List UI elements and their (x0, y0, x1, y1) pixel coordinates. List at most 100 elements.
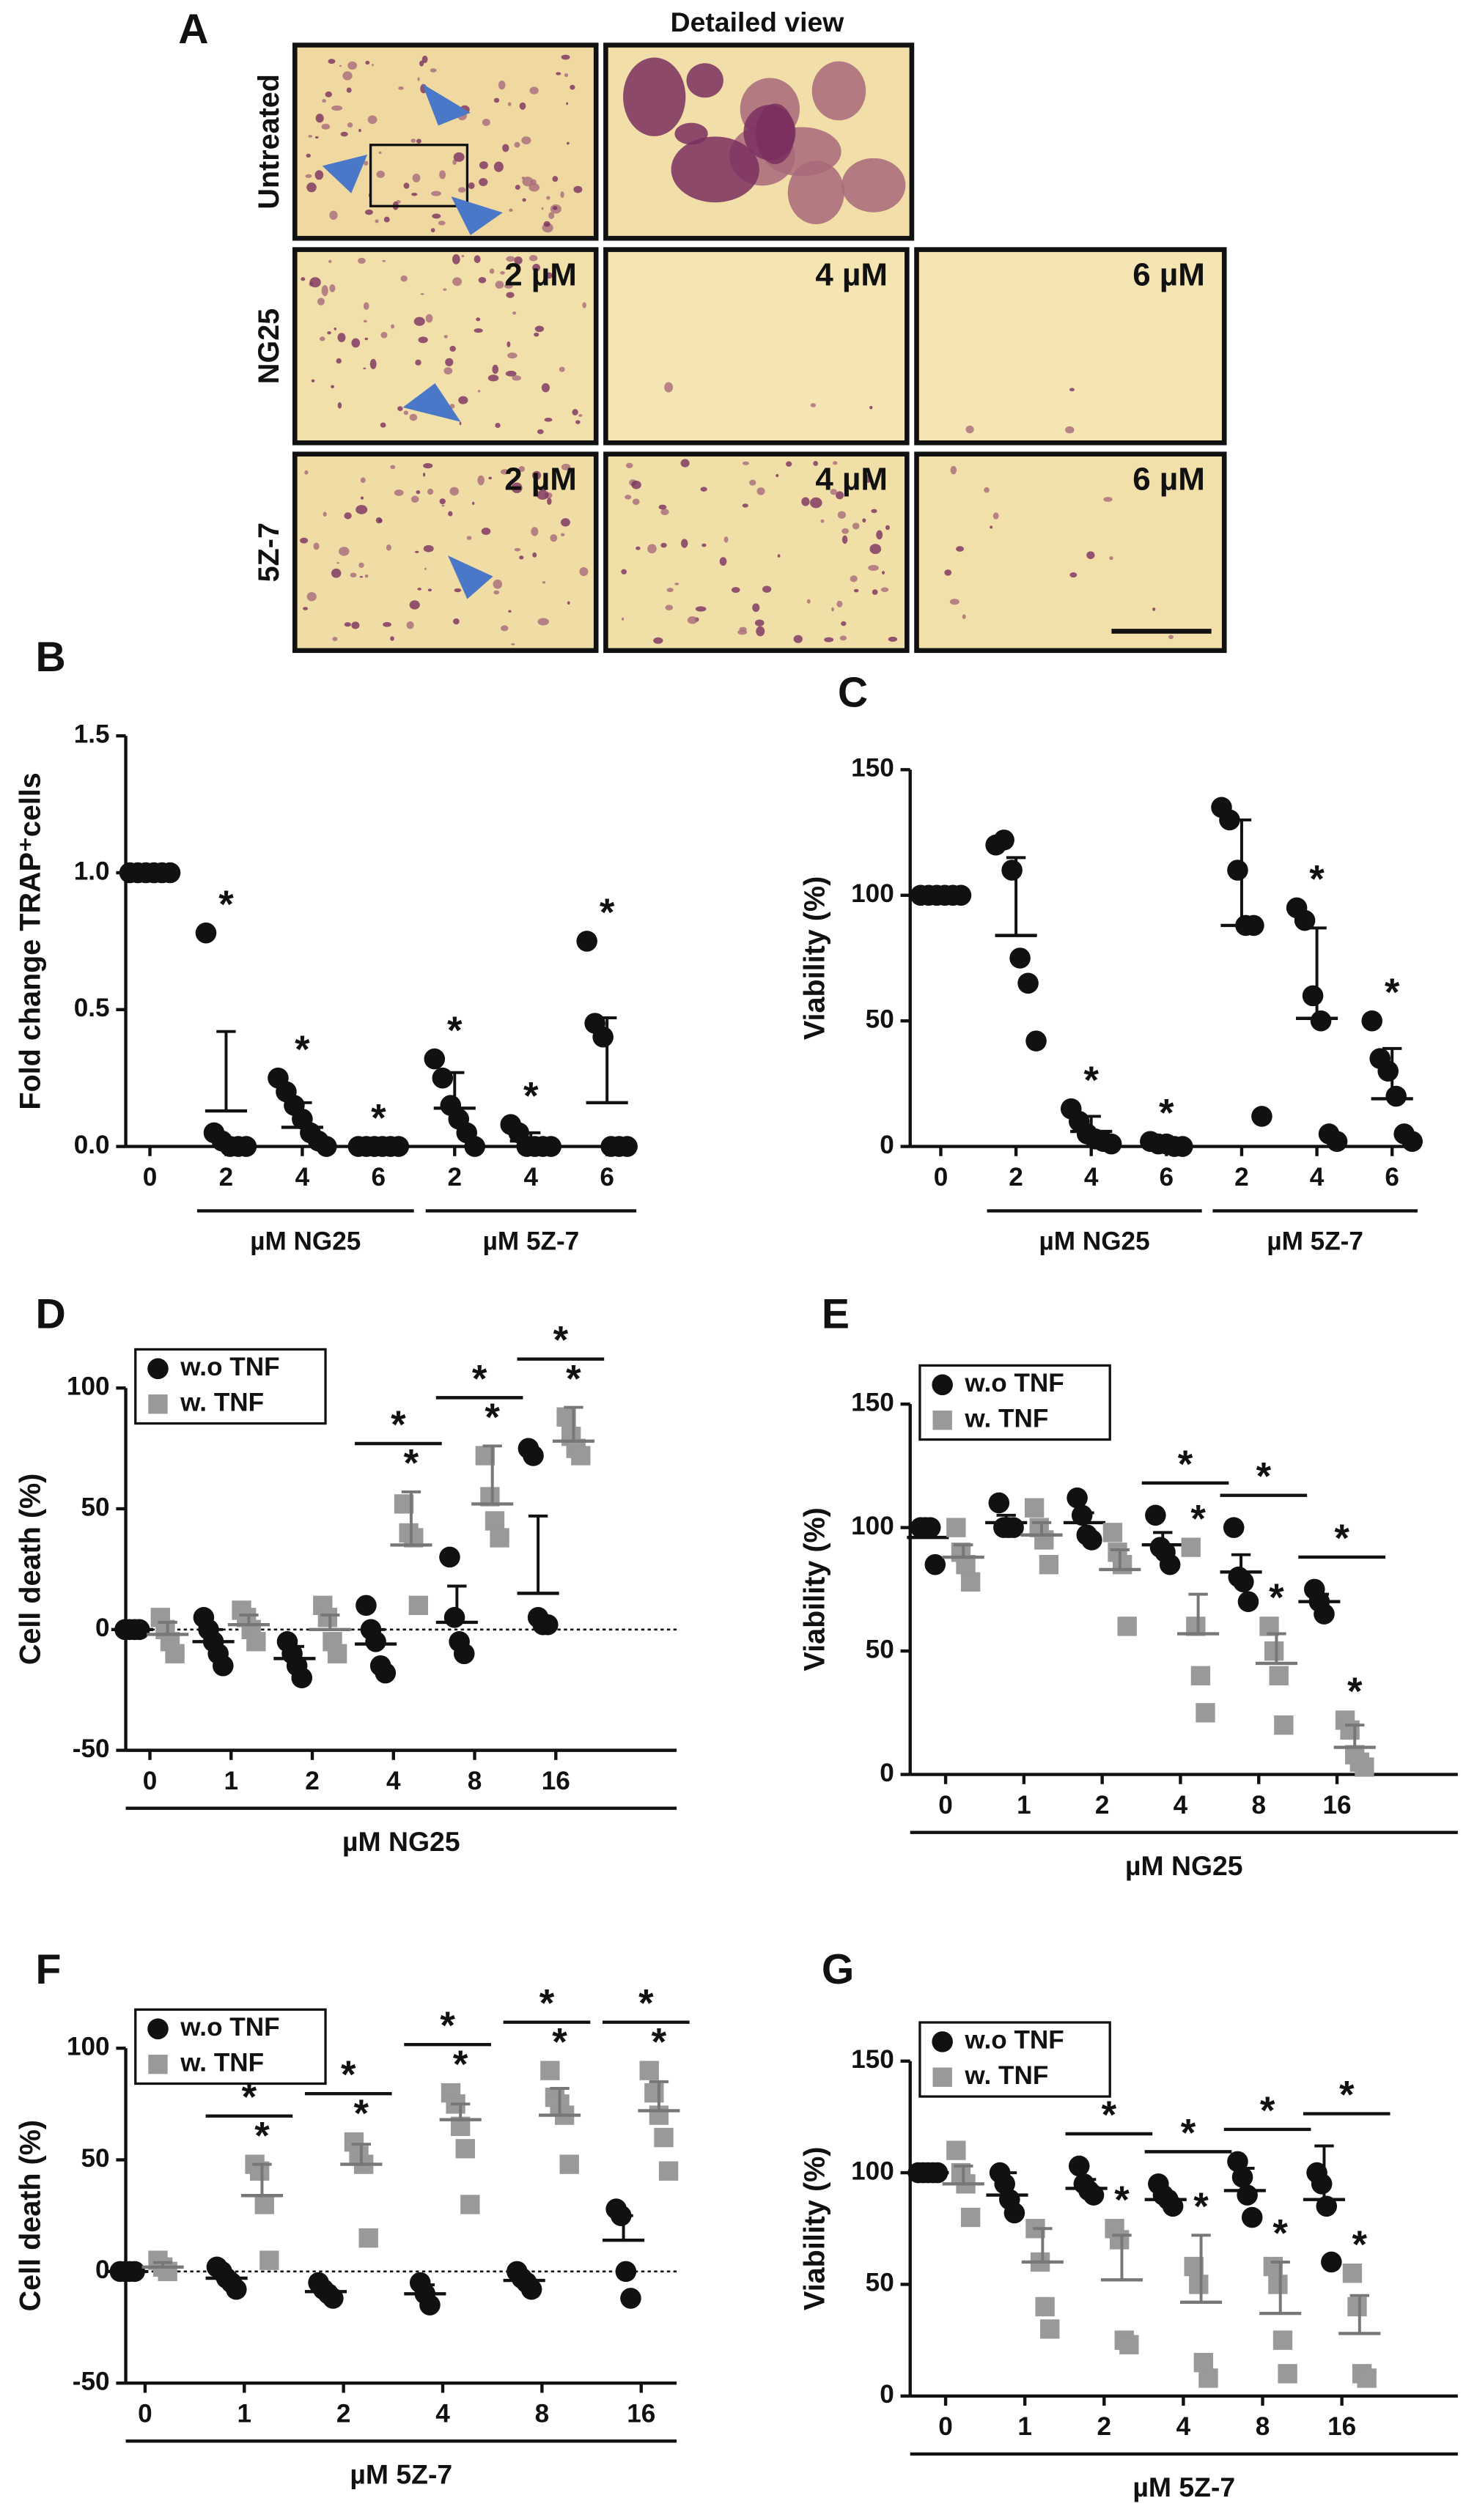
x-tick-label: 4 (523, 1163, 538, 1191)
data-point (1326, 1131, 1348, 1153)
cell (863, 474, 872, 483)
cell (427, 588, 432, 592)
cell (671, 136, 759, 203)
y-tick-label: 100 (851, 2157, 894, 2185)
panel-label: C (838, 669, 868, 716)
cell (454, 588, 462, 593)
data-point (654, 2127, 674, 2148)
cell (756, 626, 765, 637)
cell (871, 509, 877, 514)
cell (566, 141, 570, 145)
y-tick-label: 0 (880, 1759, 894, 1787)
x-tick-label: 0 (934, 1163, 949, 1191)
cell (743, 105, 796, 160)
cell (457, 187, 466, 193)
cell (309, 277, 321, 288)
cell (360, 496, 364, 500)
cell (439, 498, 446, 505)
data-point (1264, 1641, 1284, 1661)
error-bar (351, 2143, 372, 2165)
data-point (1314, 1603, 1335, 1625)
data-point (540, 1136, 561, 1157)
cell (342, 71, 353, 81)
y-tick-label: 150 (851, 1388, 894, 1416)
y-tick-label: -50 (73, 1734, 110, 1763)
data-point (1401, 1131, 1423, 1153)
cell (868, 564, 879, 572)
data-point (1117, 1616, 1137, 1636)
y-tick-label: 0 (95, 2255, 110, 2284)
cell (723, 536, 729, 543)
cell (511, 482, 523, 493)
cell (492, 364, 499, 374)
cell (319, 336, 325, 341)
data-point (485, 1511, 505, 1531)
cell (537, 618, 550, 626)
cell (364, 574, 369, 578)
error-bar (252, 2162, 272, 2196)
x-tick-label: 0 (143, 1767, 158, 1795)
error-bar (203, 1627, 224, 1642)
error-bar (1270, 2260, 1290, 2314)
legend-marker (932, 1410, 952, 1430)
data-point (1112, 1554, 1132, 1575)
error-bar (1110, 1548, 1130, 1570)
cell (322, 99, 326, 103)
cell (625, 495, 632, 500)
cell (344, 622, 351, 627)
error-bar (521, 1131, 541, 1142)
cell (687, 616, 698, 624)
cell (552, 206, 558, 210)
cell (390, 465, 396, 470)
cell (1109, 556, 1113, 561)
error-bar (1314, 2144, 1334, 2200)
cell (811, 61, 866, 121)
data-point (375, 1662, 397, 1684)
cell (474, 255, 481, 264)
significance-star: * (566, 1357, 581, 1400)
cell (876, 530, 883, 540)
x-tick-label: 0 (143, 1163, 158, 1191)
error-bar (614, 2214, 633, 2241)
cell (528, 255, 538, 262)
x-tick-label: 8 (535, 2399, 550, 2428)
data-point (540, 2061, 560, 2080)
data-point (1039, 1554, 1059, 1575)
cell (820, 519, 825, 523)
cell (752, 603, 760, 613)
error-bar (1075, 1511, 1094, 1523)
data-point (1040, 2319, 1060, 2339)
cell (686, 63, 723, 98)
cell (836, 491, 844, 500)
cell (328, 59, 336, 64)
data-point (432, 1067, 454, 1089)
cell (1065, 426, 1075, 434)
cell (869, 405, 873, 410)
significance-star: * (1309, 858, 1325, 901)
cell (531, 527, 539, 536)
cell (700, 487, 707, 492)
row-label: NG25 (253, 308, 285, 384)
data-point (213, 1655, 234, 1677)
y-tick-label: -50 (73, 2367, 110, 2395)
cell (793, 635, 803, 643)
error-bar (1033, 2227, 1053, 2262)
data-point (520, 2278, 542, 2300)
cell (541, 207, 544, 210)
cell (534, 325, 545, 333)
significance-star: * (295, 1028, 310, 1071)
x-tick-label: 6 (1160, 1163, 1174, 1191)
x-tick-label: 4 (295, 1163, 310, 1191)
arrowhead (402, 383, 461, 422)
y-tick-label: 1.5 (74, 720, 110, 749)
cell (417, 77, 420, 81)
y-tick-label: 0 (880, 2380, 894, 2409)
cell (360, 477, 366, 484)
cell (545, 272, 553, 279)
cell (695, 606, 707, 612)
data-point (924, 1553, 946, 1575)
error-bar (1157, 1139, 1176, 1145)
cell (885, 525, 890, 531)
x-tick-label: 2 (219, 1163, 234, 1191)
cell (340, 131, 348, 137)
